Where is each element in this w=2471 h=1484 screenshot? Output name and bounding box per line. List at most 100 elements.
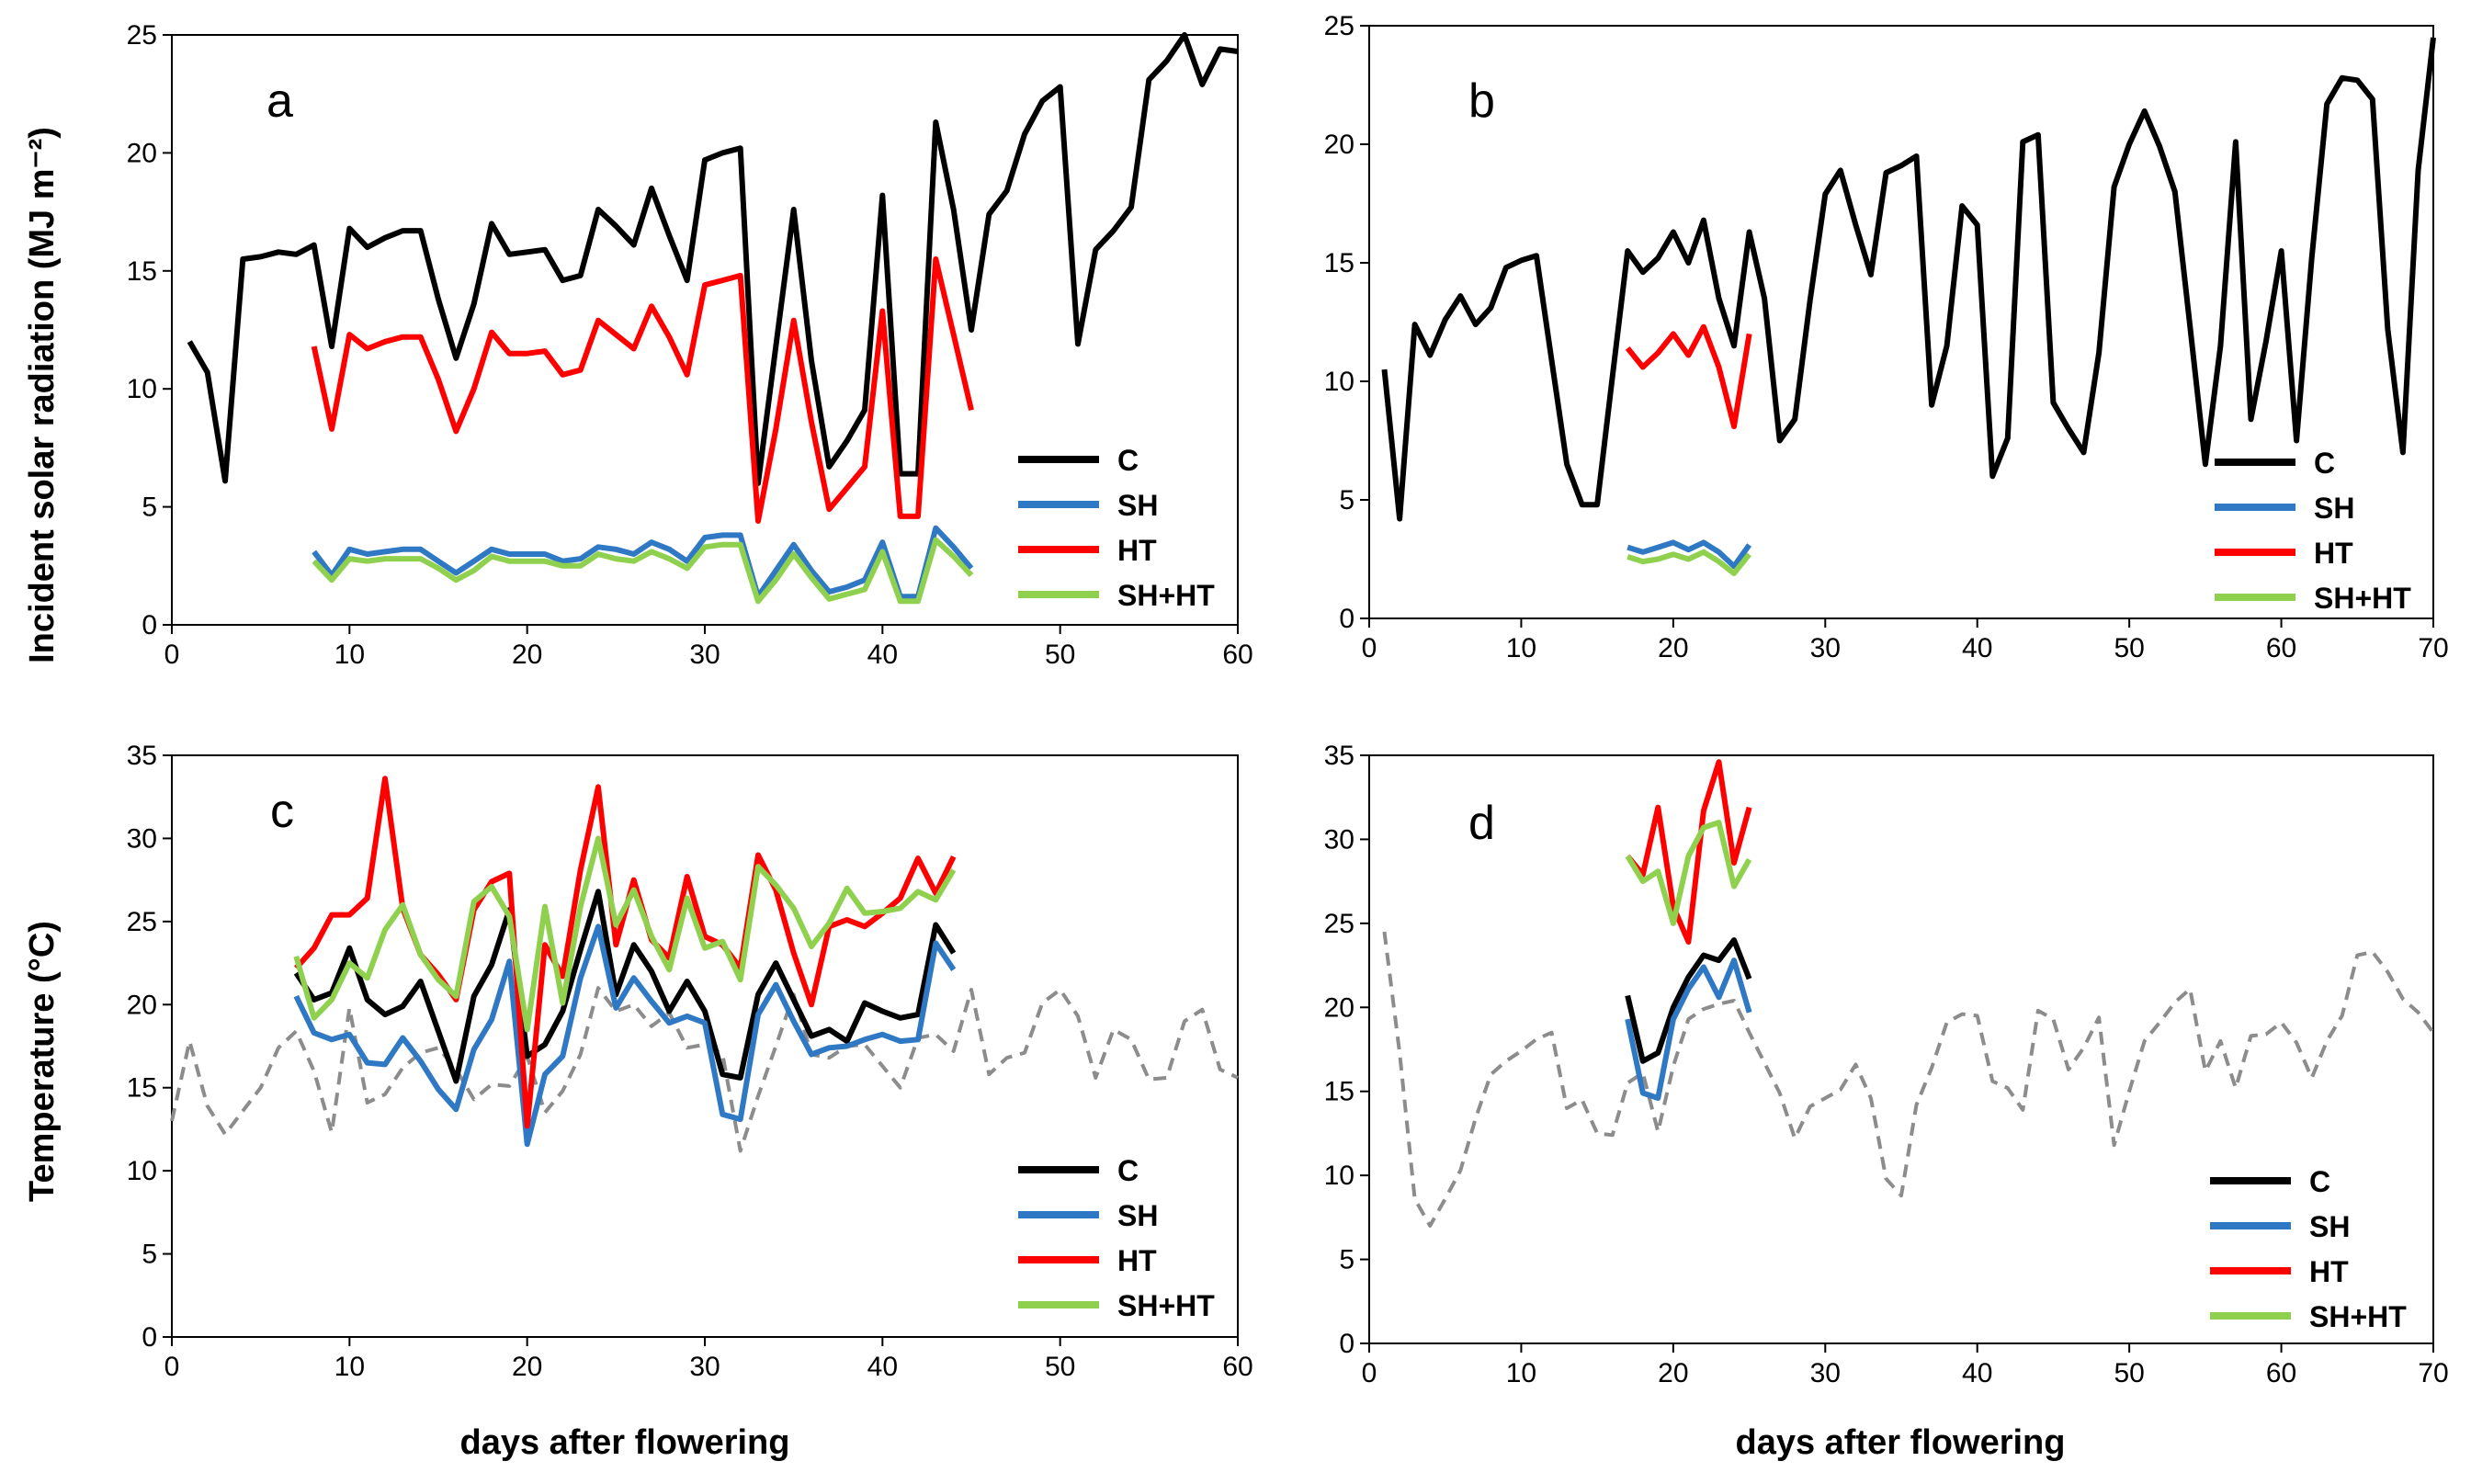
series-line-ht: [1625, 323, 1752, 429]
plot-frame: [171, 754, 1239, 1338]
x-tick-label: 30: [689, 1352, 720, 1382]
panel-label: b: [1468, 74, 1495, 128]
y-tick-label: 10: [1324, 367, 1355, 397]
legend-label: SH: [2309, 1210, 2350, 1243]
x-tick-label: 10: [1506, 633, 1536, 663]
x-tick-label: 20: [512, 1352, 542, 1382]
y-tick-label: 10: [127, 374, 157, 404]
y-tick-label: 10: [127, 1156, 157, 1186]
legend-label: SH+HT: [2309, 1300, 2407, 1333]
plot-frame: [1368, 25, 2434, 619]
x-tick-label: 20: [512, 640, 542, 670]
series-line-sh: [1627, 539, 1752, 570]
legend-label: SH+HT: [1117, 579, 1215, 612]
panel-label: c: [270, 785, 294, 838]
x-tick-label: 70: [2418, 633, 2448, 663]
panel-a: 0 5 10 15 20 25 0 10 20 30 40 50 60 a C SH HT SH+HT: [127, 20, 1253, 670]
series-line-ambient: [1382, 931, 2435, 1228]
x-tick-label: 40: [867, 1352, 898, 1382]
series-line-c: [187, 32, 1239, 486]
y-tick-label: 15: [127, 1073, 157, 1104]
y-tick-label: 20: [1324, 992, 1355, 1023]
series-line-sh: [1625, 957, 1752, 1101]
series-line-sh-plus-ht: [293, 835, 957, 1033]
series-line-c: [1625, 937, 1752, 1064]
series-line-ht: [1625, 759, 1752, 945]
series-line-sh: [293, 923, 957, 1148]
x-tick-label: 20: [1658, 1358, 1688, 1388]
legend-label: C: [2314, 447, 2335, 480]
y-tick-label: 35: [127, 741, 157, 771]
x-axis-label-left: days after flowering: [460, 1423, 790, 1462]
series-line-c: [293, 889, 957, 1084]
x-tick-label: 60: [1222, 640, 1253, 670]
x-tick-label: 60: [2266, 1358, 2296, 1388]
series-line-sh-plus-ht: [1627, 549, 1751, 576]
y-axis-label-radiation: Incident solar radiation (MJ m⁻²): [23, 127, 62, 663]
x-tick-label: 70: [2418, 1358, 2448, 1388]
y-tick-label: 5: [142, 1240, 157, 1270]
y-tick-label: 5: [142, 493, 157, 523]
y-axis-label-temperature: Temperature (°C): [23, 921, 62, 1202]
legend-label: C: [2309, 1165, 2330, 1198]
y-tick-label: 15: [1324, 1077, 1355, 1107]
x-tick-label: 50: [1045, 640, 1075, 670]
x-tick-label: 60: [1222, 1352, 1253, 1382]
x-axis-label-right: days after flowering: [1736, 1423, 2066, 1462]
series-line-sh: [312, 525, 974, 600]
legend-label: SH+HT: [2314, 582, 2411, 615]
series-line-sh-plus-ht: [1625, 820, 1752, 926]
panel-label: d: [1468, 797, 1495, 850]
y-tick-label: 30: [127, 823, 157, 854]
legend: C SH HT SH+HT: [2215, 447, 2411, 615]
y-tick-label: 10: [1324, 1161, 1355, 1191]
legend-label: SH: [1117, 1199, 1158, 1232]
x-tick-label: 50: [1045, 1352, 1075, 1382]
y-tick-label: 15: [1324, 248, 1355, 278]
panel-c: 0 5 10 15 20 25 30 35 0 10 20 30 40 50 60 c C SH HT SH+HT: [127, 741, 1253, 1382]
y-tick-label: 0: [142, 1322, 157, 1353]
y-tick-label: 25: [127, 907, 157, 937]
series-line-ht: [311, 256, 974, 524]
x-tick-label: 40: [1962, 1358, 1992, 1388]
x-tick-label: 60: [2266, 633, 2296, 663]
panel-b: 0 5 10 15 20 25 0 10 20 30 40 50 60 70 b C SH HT SH+HT: [1324, 11, 2449, 663]
y-tick-label: 15: [127, 256, 157, 287]
panel-d: 0 5 10 15 20 25 30 35 0 10 20 30 40 50 60 70 d C SH HT SH+HT: [1324, 741, 2449, 1388]
legend-label: HT: [2309, 1255, 2349, 1288]
x-tick-label: 0: [164, 640, 180, 670]
y-tick-label: 20: [127, 138, 157, 168]
plot-frame: [1368, 754, 2434, 1344]
x-tick-label: 10: [334, 640, 365, 670]
x-tick-label: 0: [1362, 1358, 1377, 1388]
x-tick-label: 50: [2114, 633, 2144, 663]
x-tick-label: 20: [1658, 633, 1688, 663]
y-tick-label: 20: [1324, 130, 1355, 160]
legend-label: C: [1117, 1154, 1139, 1187]
y-tick-label: 0: [1339, 1329, 1355, 1359]
series-line-ht: [294, 776, 957, 1129]
x-tick-label: 40: [867, 640, 898, 670]
x-tick-label: 10: [1506, 1358, 1536, 1388]
x-tick-label: 30: [689, 640, 720, 670]
panel-label: a: [266, 74, 293, 128]
x-tick-label: 30: [1810, 633, 1841, 663]
y-tick-label: 0: [1339, 604, 1355, 634]
legend: C SH HT SH+HT: [1018, 444, 1215, 612]
series-line-c: [1381, 37, 2436, 522]
y-tick-label: 35: [1324, 741, 1355, 771]
legend-label: HT: [1117, 1244, 1157, 1277]
series-line-sh-plus-ht: [312, 537, 974, 605]
x-tick-label: 0: [1362, 633, 1377, 663]
legend-label: SH: [2314, 492, 2354, 525]
legend-label: C: [1117, 444, 1139, 477]
legend-label: HT: [1117, 534, 1157, 567]
y-tick-label: 25: [1324, 909, 1355, 939]
y-tick-label: 0: [142, 610, 157, 640]
legend: C SH HT SH+HT: [2210, 1165, 2407, 1333]
x-tick-label: 50: [2114, 1358, 2144, 1388]
legend: C SH HT SH+HT: [1018, 1154, 1215, 1322]
x-tick-label: 10: [334, 1352, 365, 1382]
legend-label: SH+HT: [1117, 1289, 1215, 1322]
